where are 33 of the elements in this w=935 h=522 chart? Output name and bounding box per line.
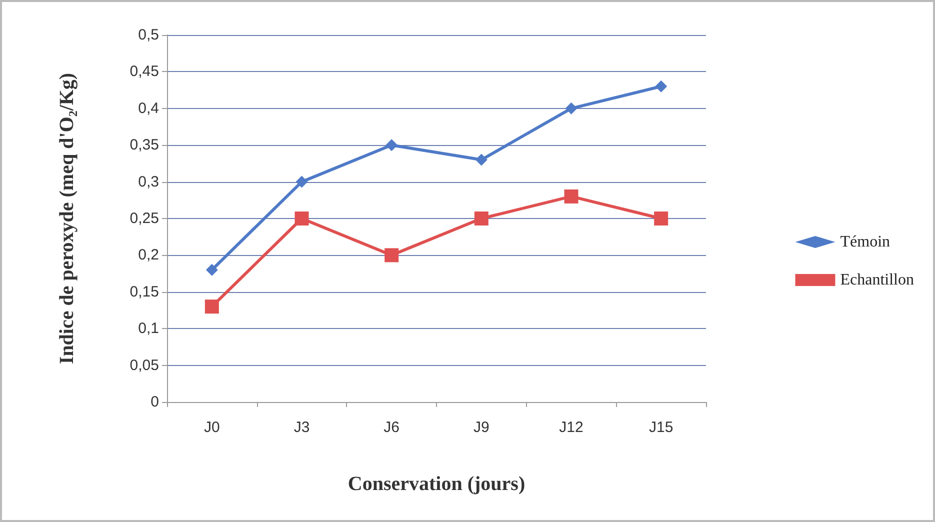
x-tick-label: J0 bbox=[204, 419, 220, 436]
point bbox=[296, 176, 308, 188]
x-tick-label: J9 bbox=[473, 419, 490, 436]
x-tick-label: J15 bbox=[648, 419, 674, 436]
y-tick-label: 0,45 bbox=[130, 63, 159, 80]
point bbox=[475, 154, 488, 166]
point bbox=[565, 102, 578, 114]
point bbox=[386, 139, 398, 152]
x-axis-title: Conservation (jours) bbox=[348, 473, 526, 495]
legend-label: Echantillon bbox=[840, 272, 914, 288]
y-tick-label: 0,4 bbox=[138, 100, 159, 117]
y-tick-label: 0,35 bbox=[130, 136, 159, 154]
y-tick-label: 0,15 bbox=[130, 283, 159, 300]
y-tick-label: 0,1 bbox=[138, 320, 159, 338]
legend-label: Témoin bbox=[840, 234, 890, 250]
point bbox=[384, 248, 399, 262]
y-axis-title: Indice de peroxyde (meq d'O₂/Kg) bbox=[56, 72, 78, 364]
x-tick-label: J6 bbox=[384, 419, 400, 436]
point bbox=[204, 300, 219, 314]
y-tick-label: 0,25 bbox=[130, 210, 159, 227]
y-tick-label: 0,05 bbox=[130, 356, 159, 374]
point bbox=[474, 212, 488, 226]
x-tick-label: J12 bbox=[559, 419, 584, 436]
point bbox=[294, 212, 309, 226]
y-tick-label: 0,3 bbox=[138, 173, 159, 190]
point bbox=[564, 189, 578, 204]
point bbox=[206, 264, 218, 276]
x-tick-label: J3 bbox=[294, 419, 310, 436]
y-tick-label: 0,5 bbox=[138, 26, 159, 44]
y-tick-label: 0 bbox=[150, 394, 159, 410]
point bbox=[655, 80, 668, 92]
point bbox=[654, 212, 668, 226]
y-tick-label: 0,2 bbox=[138, 246, 159, 264]
